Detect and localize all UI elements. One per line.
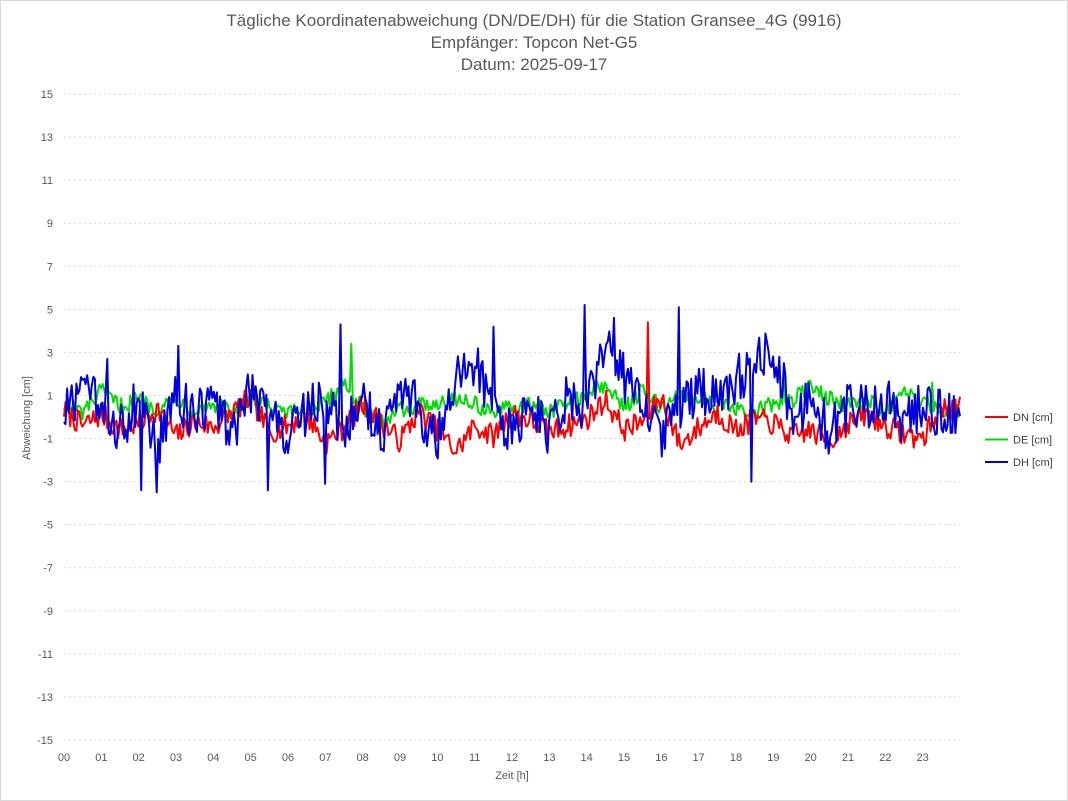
x-tick-label: 03: [170, 752, 182, 764]
x-tick-label: 04: [207, 752, 219, 764]
x-tick-label: 09: [394, 752, 406, 764]
y-tick-label: 15: [41, 89, 53, 101]
y-tick-label: 1: [47, 390, 53, 402]
x-tick-label: 11: [469, 752, 480, 764]
y-tick-label: 13: [41, 132, 53, 144]
x-tick-label: 10: [431, 752, 443, 764]
legend-label-dn: DN [cm]: [1013, 412, 1053, 424]
series-line-de: [63, 342, 961, 431]
y-tick-label: -9: [43, 606, 53, 618]
x-tick-label: 05: [245, 752, 257, 764]
x-tick-label: 23: [917, 752, 929, 764]
y-tick-label: 11: [42, 175, 53, 187]
series-line-dh: [63, 304, 961, 494]
y-axis-label: Abweichung [cm]: [21, 376, 33, 460]
y-tick-labels: 15 13 11 9 7 5 3 1 -1 -3 -5 -7 -9 -11 -13 -15: [37, 89, 53, 747]
series-line-dn: [63, 321, 961, 455]
x-tick-label: 15: [618, 752, 630, 764]
legend-label-de: DE [cm]: [1013, 435, 1052, 447]
x-tick-label: 19: [767, 752, 779, 764]
legend-label-dh: DH [cm]: [1013, 457, 1053, 469]
x-tick-label: 07: [319, 752, 331, 764]
chart-title: Tägliche Koordinatenabweichung (DN/DE/DH…: [226, 11, 842, 30]
x-tick-label: 22: [879, 752, 891, 764]
y-tick-label: -3: [43, 477, 53, 489]
x-tick-label: 12: [506, 752, 518, 764]
chart-titles: Tägliche Koordinatenabweichung (DN/DE/DH…: [0, 10, 1068, 76]
x-tick-label: 20: [805, 752, 817, 764]
x-tick-label: 17: [693, 752, 705, 764]
y-tick-label: 9: [47, 218, 53, 230]
x-tick-label: 00: [58, 752, 70, 764]
x-tick-label: 06: [282, 752, 294, 764]
x-tick-label: 01: [95, 752, 107, 764]
y-tick-label: -11: [38, 649, 53, 661]
y-tick-label: -1: [43, 434, 53, 446]
y-tick-label: -15: [37, 735, 53, 747]
x-tick-label: 13: [543, 752, 555, 764]
legend: DN [cm] DE [cm] DH [cm]: [985, 412, 1053, 469]
x-tick-label: 14: [581, 752, 593, 764]
chart-subtitle-date: Datum: 2025-09-17: [460, 55, 608, 74]
series-lines: [63, 304, 961, 494]
y-tick-label: -7: [43, 563, 53, 575]
x-tick-label: 21: [842, 752, 854, 764]
y-tick-label: -13: [37, 692, 53, 704]
x-axis-label: Zeit [h]: [495, 770, 529, 782]
x-tick-label: 08: [357, 752, 369, 764]
y-tick-label: 5: [47, 304, 53, 316]
x-tick-label: 02: [133, 752, 145, 764]
y-tick-label: -5: [43, 520, 53, 532]
x-tick-labels: 00 01 02 03 04 05 06 07 08 09 10 11 12 13 14 15 16 17 18 19…: [58, 752, 929, 764]
y-tick-label: 7: [47, 261, 53, 273]
y-tick-label: 3: [47, 347, 53, 359]
x-tick-label: 18: [730, 752, 742, 764]
chart-subtitle-receiver: Empfänger: Topcon Net-G5: [430, 33, 638, 52]
x-tick-label: 16: [655, 752, 667, 764]
